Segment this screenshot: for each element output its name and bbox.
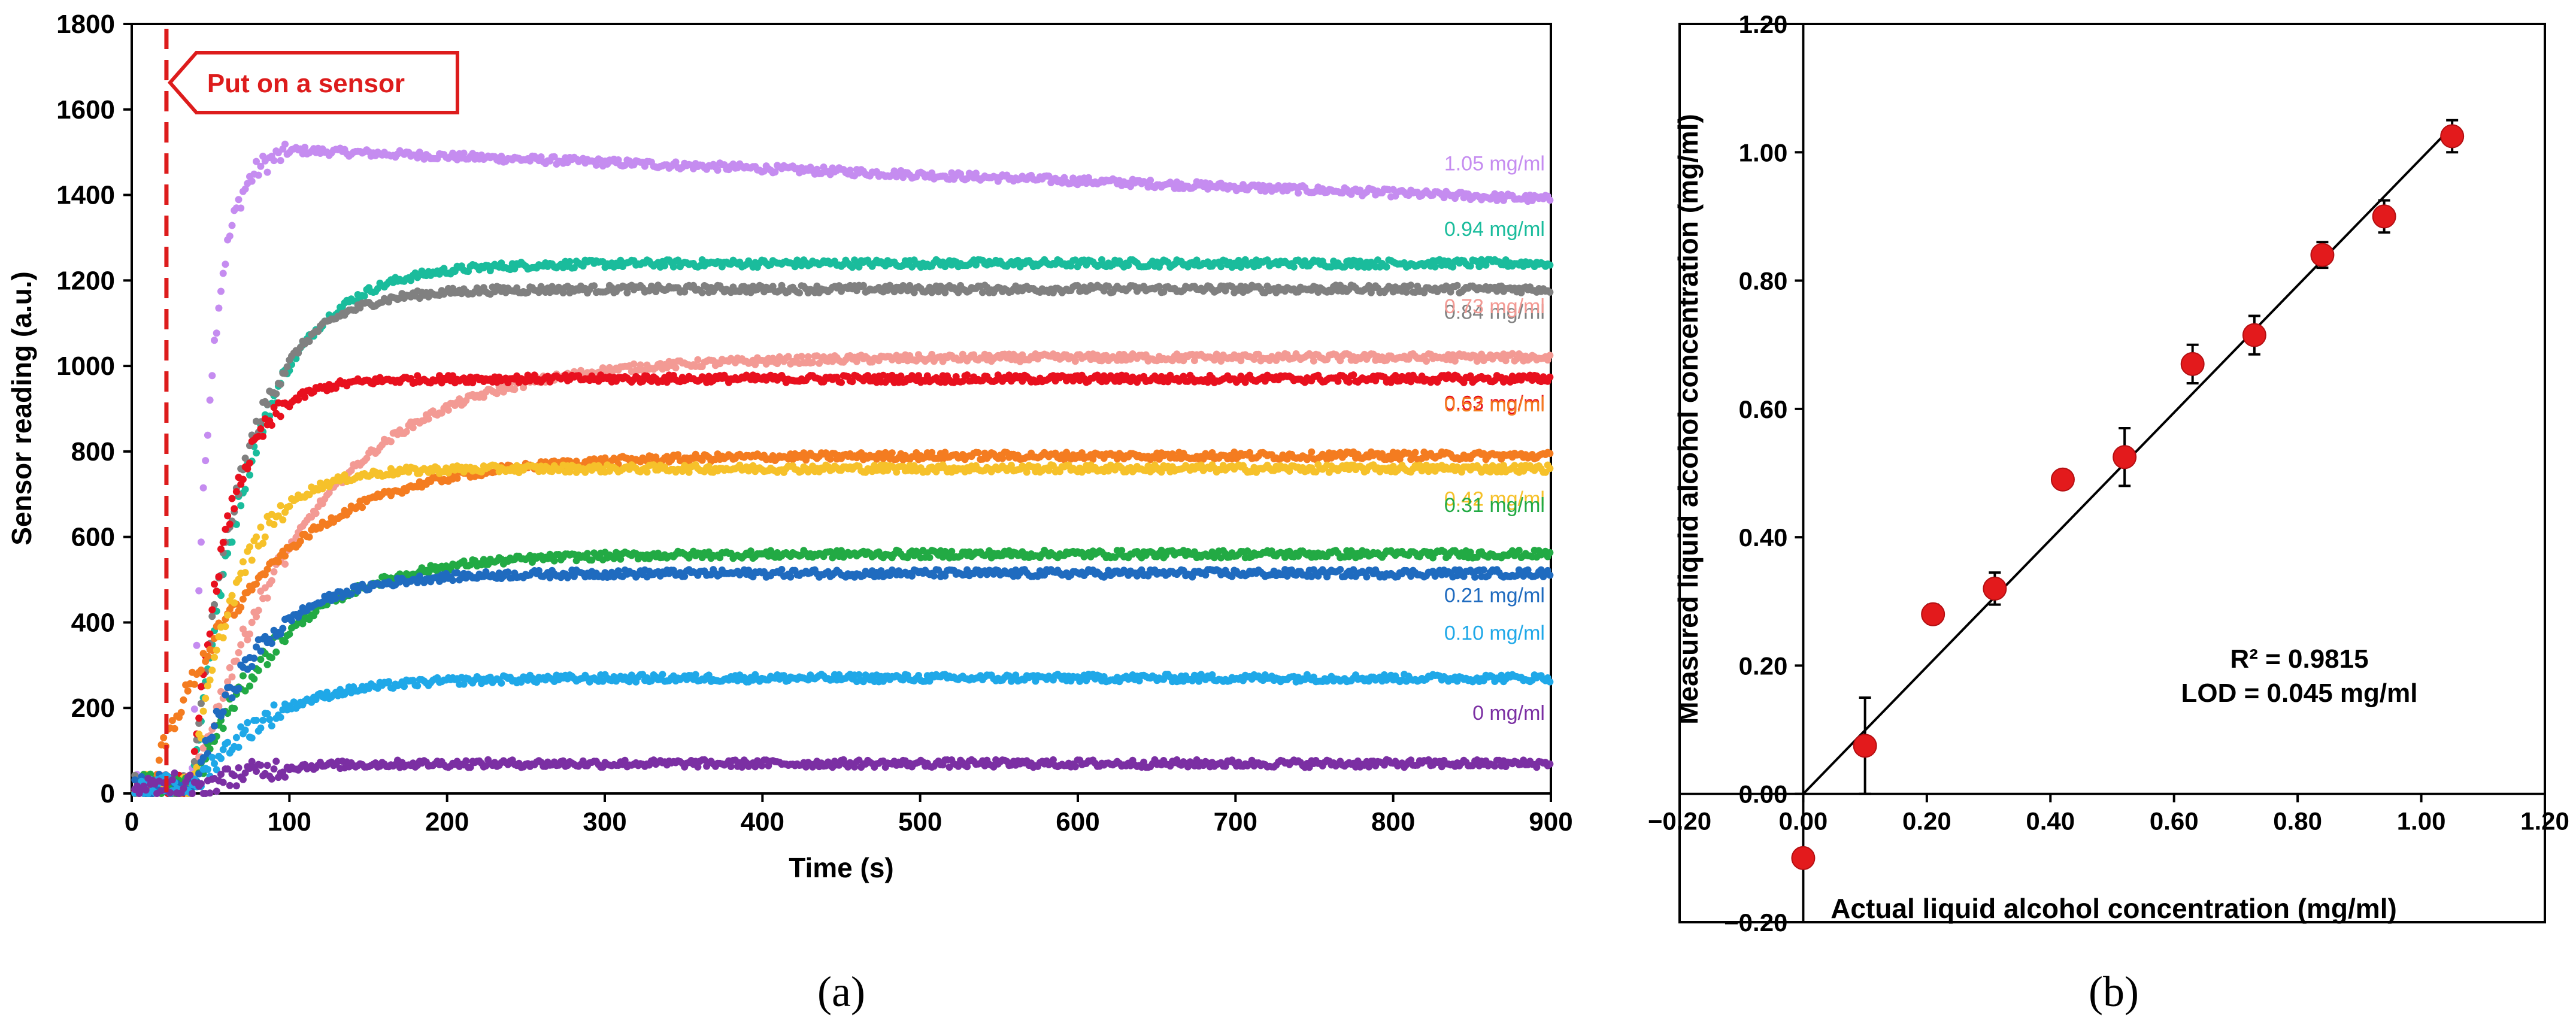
- panel-a-y-tick-label: 1400: [56, 181, 115, 210]
- series-label: 0.73 mg/ml: [1444, 295, 1545, 318]
- panel-b-y-tick-label: 1.20: [1739, 10, 1788, 38]
- panel-b-x-tick-label: 0.00: [1779, 807, 1828, 835]
- series-0-10-mg-ml: [131, 671, 1554, 797]
- panel-a-x-tick-label: 300: [583, 807, 626, 837]
- panel-b-plot-frame: [1678, 23, 2546, 923]
- series-label: 0.84 mg/ml: [1444, 301, 1545, 324]
- panel-a-x-tick-label: 400: [741, 807, 784, 837]
- panel-b-x-tick-label: 0.60: [2150, 807, 2199, 835]
- panel-b-x-tick-label: 1.20: [2520, 807, 2569, 835]
- series-label: 0.63 mg/ml: [1444, 392, 1545, 415]
- panel-b-x-tick-label: 0.80: [2273, 807, 2322, 835]
- panel-a-y-tick-label: 0: [101, 779, 115, 808]
- panel-a-y-axis-title: Sensor reading (a.u.): [6, 271, 37, 546]
- data-point: [1983, 576, 2007, 601]
- data-point: [2242, 323, 2266, 347]
- series-points: [131, 281, 1554, 797]
- data-point: [2310, 243, 2335, 267]
- panel-a-x-tick-label: 700: [1214, 807, 1257, 837]
- sensor-callout-box: [167, 51, 459, 114]
- data-point: [2180, 352, 2205, 376]
- series-0-84-mg-ml: [131, 281, 1554, 797]
- series-label: 0 mg/ml: [1472, 702, 1545, 725]
- series-0-mg-ml: [131, 756, 1554, 797]
- panel-a-series-labels: 1.05 mg/ml 0.94 mg/ml 0.84 mg/ml0.73 mg/ml…: [1444, 153, 1545, 725]
- panel-a-x-tick-label: 500: [898, 807, 942, 837]
- data-point: [2440, 124, 2465, 149]
- series-label: 0.21 mg/ml: [1444, 584, 1545, 607]
- panel-b-x-tick-label: −0.20: [1648, 807, 1711, 835]
- panel-b-x-axis-title: Actual liquid alcohol concentration (mg/…: [1831, 893, 2397, 924]
- panel-a-y-tick-label: 1000: [56, 352, 115, 381]
- data-point: [1853, 734, 1877, 758]
- series-points: [131, 756, 1554, 797]
- series-label: 0.52 mg/ml: [1444, 393, 1545, 416]
- panel-a-y-tick-label: 1200: [56, 266, 115, 295]
- panel-b-y-tick-label: −0.20: [1724, 908, 1787, 937]
- data-point: [2050, 467, 2075, 492]
- sensor-callout-text: Put on a sensor: [207, 69, 405, 98]
- panel-a-y-tick-label: 600: [71, 523, 115, 552]
- panel-a-axis-ticks: 0 100 200 300 400 500 600 700 800 900 0 200 400 600 80…: [56, 10, 1573, 837]
- lod-annotation: LOD = 0.045 mg/ml: [2181, 678, 2418, 708]
- panel-b-y-tick-label: 1.00: [1739, 138, 1788, 166]
- r-squared-annotation: R² = 0.9815: [2230, 644, 2368, 674]
- series-label: 0.42 mg/ml: [1444, 487, 1545, 510]
- panel-b-y-tick-label: 0.20: [1739, 652, 1788, 680]
- panel-a-y-tick-label: 800: [71, 437, 115, 466]
- panel-b-x-tick-label: 0.20: [1902, 807, 1951, 835]
- panel-a-y-tick-label: 1600: [56, 95, 115, 125]
- panel-a-chart: 0 100 200 300 400 500 600 700 800 900 0 200 400 600 80…: [6, 10, 1573, 1016]
- series-label: 1.05 mg/ml: [1444, 153, 1545, 175]
- series-label: 0.31 mg/ml: [1444, 494, 1545, 517]
- panel-a-x-tick-label: 100: [268, 807, 311, 837]
- panel-b-y-axis-title: Measured liquid alcohol concentration (m…: [1672, 114, 1704, 725]
- panel-a-plot-frame: [131, 23, 1552, 795]
- series-label: 0.94 mg/ml: [1444, 218, 1545, 241]
- panel-b-data-points: [1791, 119, 2465, 870]
- panel-b-y-tick-label: 0.80: [1739, 267, 1788, 295]
- panel-a-x-tick-label: 800: [1371, 807, 1415, 837]
- data-point: [1921, 602, 1945, 626]
- panel-a-x-axis-title: Time (s): [789, 852, 894, 883]
- series-points: [131, 671, 1554, 797]
- data-point: [2113, 445, 2137, 469]
- data-point: [2372, 204, 2396, 229]
- panel-b-y-tick-label: 0.00: [1739, 780, 1788, 808]
- series-0-21-mg-ml: [131, 566, 1554, 797]
- panel-b-y-tick-label: 0.60: [1739, 395, 1788, 423]
- panel-b-axis-ticks: −0.20 −0.20 0.000.00 0.20 0.20 0.40 0.40 0.60 0.…: [1648, 10, 2569, 937]
- panel-a-series-layer: [131, 140, 1554, 797]
- panel-a-x-tick-label: 200: [425, 807, 469, 837]
- panel-a-x-tick-label: 600: [1056, 807, 1099, 837]
- panel-b-label: (b): [2089, 968, 2139, 1016]
- panel-a-y-tick-label: 200: [71, 693, 115, 723]
- panel-b-chart: −0.20 −0.20 0.000.00 0.20 0.20 0.40 0.40 0.60 0.…: [1648, 10, 2569, 1016]
- panel-b-x-tick-label: 0.40: [2026, 807, 2075, 835]
- panel-b-y-tick-label: 0.40: [1739, 523, 1788, 552]
- panel-a-x-tick-label: 900: [1529, 807, 1572, 837]
- series-points: [131, 566, 1554, 797]
- panel-a-y-tick-label: 1800: [56, 10, 115, 39]
- panel-b-x-tick-label: 1.00: [2397, 807, 2446, 835]
- panel-a-label: (a): [817, 968, 865, 1016]
- data-point: [1791, 846, 1816, 870]
- panel-a-x-tick-label: 0: [125, 807, 139, 837]
- panel-a-y-tick-label: 400: [71, 608, 115, 637]
- series-label: 0.10 mg/ml: [1444, 622, 1545, 644]
